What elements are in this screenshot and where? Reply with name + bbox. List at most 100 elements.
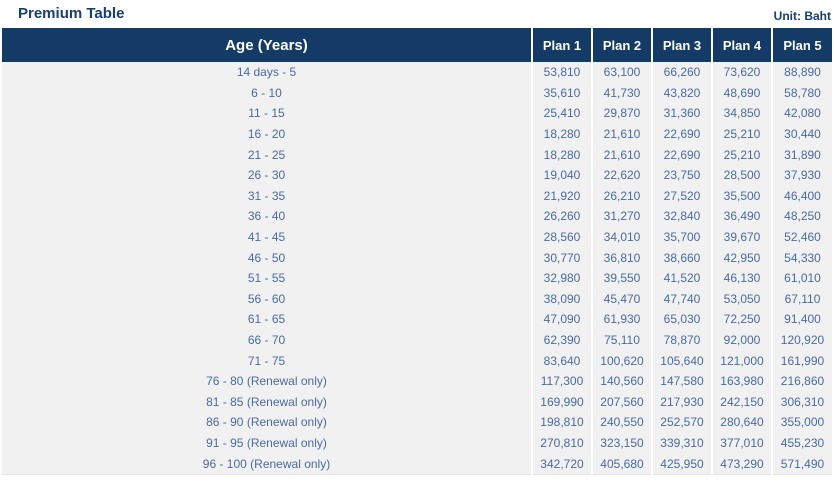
- premium-value-cell: 41,520: [651, 267, 712, 289]
- premium-value-cell: 32,980: [531, 267, 592, 289]
- premium-value-cell: 42,080: [771, 103, 832, 124]
- premium-value-cell: 30,770: [531, 247, 592, 268]
- premium-value-cell: 31,890: [771, 144, 832, 165]
- premium-value-cell: 169,990: [531, 391, 592, 413]
- premium-value-cell: 216,860: [771, 370, 832, 392]
- premium-value-cell: 117,300: [531, 370, 592, 392]
- table-row: 14 days - 5 53,810 63,100 66,260 73,620 88,89…: [2, 62, 832, 83]
- premium-value-cell: 73,620: [711, 62, 772, 83]
- premium-value-cell: 35,700: [651, 226, 712, 248]
- age-cell: 86 - 90 (Renewal only): [2, 412, 532, 433]
- table-row: 6 - 10 35,610 41,730 43,820 48,690 58,780: [2, 82, 832, 104]
- premium-value-cell: 26,210: [591, 185, 652, 207]
- premium-value-cell: 22,690: [651, 123, 712, 145]
- premium-value-cell: 35,610: [531, 82, 592, 104]
- premium-value-cell: 19,040: [531, 164, 592, 186]
- premium-value-cell: 46,130: [711, 267, 772, 289]
- premium-value-cell: 377,010: [711, 432, 772, 454]
- premium-value-cell: 425,950: [651, 453, 712, 475]
- premium-value-cell: 147,580: [651, 370, 712, 392]
- table-header-row: Age (Years) Plan 1 Plan 2 Plan 3 Plan 4 Plan…: [2, 28, 832, 62]
- premium-value-cell: 72,250: [711, 309, 772, 330]
- premium-value-cell: 120,920: [771, 329, 832, 351]
- premium-value-cell: 36,490: [711, 206, 772, 227]
- premium-value-cell: 36,810: [591, 247, 652, 268]
- table-row: 26 - 30 19,040 22,620 23,750 28,500 37,930: [2, 164, 832, 186]
- table-body: 14 days - 5 53,810 63,100 66,260 73,620 88,89…: [2, 62, 832, 475]
- table-row: 36 - 40 26,260 31,270 32,840 36,490 48,250: [2, 206, 832, 227]
- premium-value-cell: 47,740: [651, 288, 712, 310]
- table-header: Age (Years) Plan 1 Plan 2 Plan 3 Plan 4 Plan…: [2, 28, 832, 62]
- age-cell: 36 - 40: [2, 206, 532, 227]
- premium-value-cell: 473,290: [711, 453, 772, 475]
- premium-value-cell: 25,210: [711, 123, 772, 145]
- table-row: 16 - 20 18,280 21,610 22,690 25,210 30,440: [2, 123, 832, 145]
- table-row: 41 - 45 28,560 34,010 35,700 39,670 52,460: [2, 226, 832, 248]
- age-cell: 56 - 60: [2, 288, 532, 310]
- table-row: 76 - 80 (Renewal only) 117,300 140,560 147,…: [2, 370, 832, 392]
- premium-value-cell: 21,920: [531, 185, 592, 207]
- premium-value-cell: 30,440: [771, 123, 832, 145]
- premium-value-cell: 28,560: [531, 226, 592, 248]
- premium-value-cell: 240,550: [591, 412, 652, 433]
- age-cell: 71 - 75: [2, 350, 532, 371]
- age-cell: 6 - 10: [2, 82, 532, 104]
- plan-column-header: Plan 1: [531, 28, 592, 62]
- premium-value-cell: 242,150: [711, 391, 772, 413]
- premium-value-cell: 163,980: [711, 370, 772, 392]
- premium-value-cell: 270,810: [531, 432, 592, 454]
- premium-value-cell: 43,820: [651, 82, 712, 104]
- premium-value-cell: 217,930: [651, 391, 712, 413]
- premium-value-cell: 37,930: [771, 164, 832, 186]
- age-cell: 14 days - 5: [2, 62, 532, 83]
- premium-value-cell: 121,000: [711, 350, 772, 371]
- premium-value-cell: 39,670: [711, 226, 772, 248]
- premium-value-cell: 105,640: [651, 350, 712, 371]
- table-row: 31 - 35 21,920 26,210 27,520 35,500 46,400: [2, 185, 832, 207]
- premium-value-cell: 54,330: [771, 247, 832, 268]
- premium-value-cell: 62,390: [531, 329, 592, 351]
- premium-value-cell: 23,750: [651, 164, 712, 186]
- premium-value-cell: 75,110: [591, 329, 652, 351]
- premium-value-cell: 323,150: [591, 432, 652, 454]
- premium-value-cell: 21,610: [591, 123, 652, 145]
- premium-value-cell: 38,090: [531, 288, 592, 310]
- table-row: 96 - 100 (Renewal only) 342,720 405,680 425…: [2, 453, 832, 475]
- age-cell: 66 - 70: [2, 329, 532, 351]
- premium-value-cell: 52,460: [771, 226, 832, 248]
- page-title: Premium Table: [18, 5, 125, 22]
- premium-value-cell: 41,730: [591, 82, 652, 104]
- premium-value-cell: 65,030: [651, 309, 712, 330]
- age-cell: 91 - 95 (Renewal only): [2, 432, 532, 454]
- table-row: 56 - 60 38,090 45,470 47,740 53,050 67,110: [2, 288, 832, 310]
- premium-value-cell: 53,050: [711, 288, 772, 310]
- premium-value-cell: 18,280: [531, 144, 592, 165]
- premium-value-cell: 67,110: [771, 288, 832, 310]
- premium-value-cell: 29,870: [591, 103, 652, 124]
- premium-value-cell: 25,210: [711, 144, 772, 165]
- table-row: 51 - 55 32,980 39,550 41,520 46,130 61,010: [2, 267, 832, 289]
- premium-value-cell: 22,690: [651, 144, 712, 165]
- age-column-header: Age (Years): [2, 28, 532, 62]
- table-row: 46 - 50 30,770 36,810 38,660 42,950 54,330: [2, 247, 832, 268]
- premium-value-cell: 48,690: [711, 82, 772, 104]
- premium-value-cell: 48,250: [771, 206, 832, 227]
- age-cell: 41 - 45: [2, 226, 532, 248]
- premium-value-cell: 61,930: [591, 309, 652, 330]
- premium-value-cell: 83,640: [531, 350, 592, 371]
- table-row: 66 - 70 62,390 75,110 78,870 92,000 120,920: [2, 329, 832, 351]
- premium-value-cell: 92,000: [711, 329, 772, 351]
- premium-value-cell: 91,400: [771, 309, 832, 330]
- premium-value-cell: 63,100: [591, 62, 652, 83]
- premium-value-cell: 53,810: [531, 62, 592, 83]
- plan-column-header: Plan 5: [771, 28, 832, 62]
- age-cell: 21 - 25: [2, 144, 532, 165]
- premium-value-cell: 18,280: [531, 123, 592, 145]
- premium-value-cell: 455,230: [771, 432, 832, 454]
- premium-value-cell: 35,500: [711, 185, 772, 207]
- premium-value-cell: 31,360: [651, 103, 712, 124]
- premium-value-cell: 42,950: [711, 247, 772, 268]
- age-cell: 31 - 35: [2, 185, 532, 207]
- age-cell: 96 - 100 (Renewal only): [2, 453, 532, 475]
- premium-value-cell: 198,810: [531, 412, 592, 433]
